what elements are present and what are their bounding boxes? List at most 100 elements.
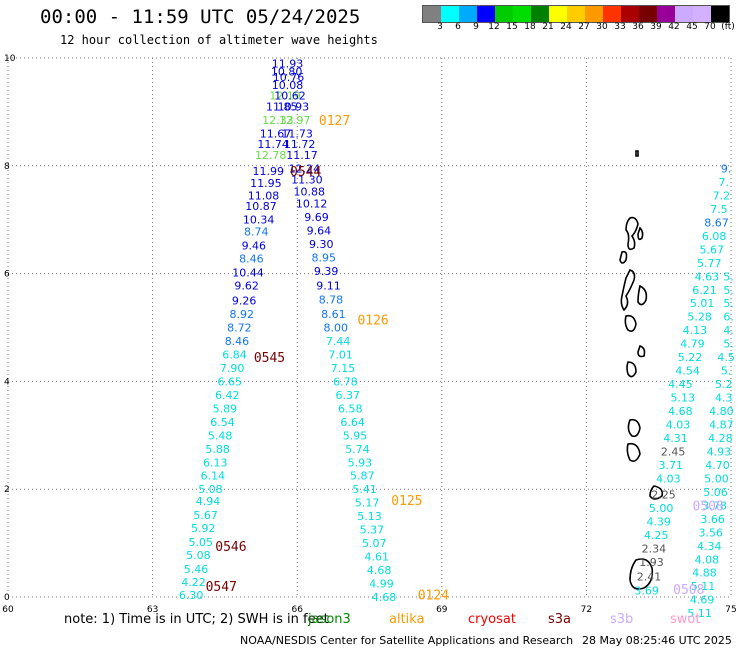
pass-label: 0508 [673,583,704,598]
wave-height-value: 4.31 [663,432,688,445]
wave-height-value: 6.14 [201,470,226,483]
wave-height-value: 2.45 [661,445,686,458]
x-tick-label: 72 [581,605,592,615]
wave-height-value: 12.24 [289,162,321,175]
wave-height-value: 5.11 [691,580,716,593]
wave-height-value: 11.85 [266,101,298,114]
wave-height-value: 6.30 [179,589,204,602]
wave-height-value: 4.63 [695,270,720,283]
wave-height-value: 8.74 [244,226,269,239]
mission-label: s3a [548,612,572,627]
legend-label: 45 [686,22,698,32]
wave-height-value: 5. [723,297,734,310]
wave-height-value: 9.62 [234,279,259,292]
wave-height-value: 8.67 [704,216,729,229]
wave-height-value: 7.15 [331,362,356,375]
wave-height-value: 5.88 [205,443,230,456]
wave-height-value: 5. [721,365,732,378]
wave-height-value: 9.39 [314,265,339,278]
wave-height-value: 5.06 [703,486,728,499]
atoll-outline [649,485,664,500]
wave-height-value: 7.44 [326,335,351,348]
legend-label: 3 [437,22,443,32]
atoll-outline [637,284,648,306]
wave-height-value: 11.67 [260,127,292,140]
wave-height-value: 10.12 [296,198,328,211]
wave-height-value: 5. [723,284,734,297]
x-tick-label: 69 [436,605,448,615]
wave-height-values: 11.9310.8010.7610.0812.1910.6211.8510.93… [179,57,735,620]
wave-height-value: 5.89 [213,402,238,415]
atoll-outline [619,250,628,264]
legend-label: 30 [596,22,608,32]
wave-height-value: 8.78 [319,293,344,306]
legend-swatch [693,6,711,22]
wave-height-value: 10.76 [273,71,305,84]
legend-swatch [531,6,549,22]
wave-height-value: 5.93 [348,456,373,469]
wave-height-value: 9.69 [304,211,329,224]
legend-swatch [657,6,675,22]
wave-height-value: 10.44 [232,267,264,280]
wave-height-value: 5.92 [191,522,216,535]
wave-height-value: 4.61 [364,551,389,564]
mission-label: altika [389,612,425,627]
wave-height-value: 5.28 [687,311,712,324]
mission-label: s3b [610,612,634,627]
atoll-outline [635,150,639,157]
wave-height-value: 11.17 [286,149,318,162]
wave-height-value: 3.66 [700,513,725,526]
x-tick-label: 63 [147,605,158,615]
atoll-outline [620,269,636,312]
wave-height-value: 4.69 [690,594,715,607]
wave-height-value: 5.08 [186,549,211,562]
wave-height-value: 6.65 [217,375,242,388]
wave-height-value: 4.88 [692,567,717,580]
legend-swatch [441,6,459,22]
wave-height-value: 6.58 [338,402,363,415]
wave-height-value: 7.5 [710,203,728,216]
wave-height-value: 2.25 [651,489,676,502]
x-tick-label: 60 [2,605,14,615]
wave-height-value: 5.08 [198,483,223,496]
wave-height-value: 5.05 [189,536,214,549]
wave-height-value: 3.69 [634,585,659,598]
wave-height-value: 11.74 [257,138,289,151]
wave-height-value: 9.11 [316,279,341,292]
wave-height-value: 4.68 [668,405,693,418]
wave-height-value: 4.80 [709,405,734,418]
wave-height-value: 11.30 [291,173,323,186]
wave-height-value: 6.08 [702,230,727,243]
maldives-islands [619,150,664,590]
atoll-outline [637,226,644,241]
pass-label: 0547 [206,580,237,595]
wave-height-value: 7.90 [220,362,245,375]
footer-note: note: 1) Time is in UTC; 2) SWH is in fe… [64,612,329,627]
wave-height-value: 4.68 [372,591,397,604]
wave-height-value: 6.37 [336,389,361,402]
legend-swatch [549,6,567,22]
legend-label: 27 [578,22,590,32]
legend-label: 42 [668,22,680,32]
wave-height-value: 3.71 [659,459,684,472]
wave-height-value: 3.78 [702,499,727,512]
wave-height-value: 5.07 [362,537,387,550]
axis-tick-labels: 60 63 66 69 72 75 0 2 4 6 8 10 [2,54,736,615]
wave-height-value: 4.22 [181,576,206,589]
wave-height-value: 6.13 [203,456,228,469]
wave-height-value: 2.34 [642,542,667,555]
atoll-outline [626,361,637,378]
pass-label: 0127 [319,114,350,129]
wave-height-value: 4.08 [695,553,720,566]
wave-height-value: 5.46 [184,563,209,576]
legend-swatch [513,6,531,22]
pass-label: 0545 [254,351,285,366]
wave-height-value: 5. [723,270,734,283]
legend-swatch [603,6,621,22]
wave-height-value: 12.33 [262,114,294,127]
wave-height-value: 4.70 [705,459,730,472]
wave-height-value: 5.77 [697,257,722,270]
atoll-outline [627,418,641,438]
atoll-outline [625,216,639,251]
legend-swatch [621,6,639,22]
